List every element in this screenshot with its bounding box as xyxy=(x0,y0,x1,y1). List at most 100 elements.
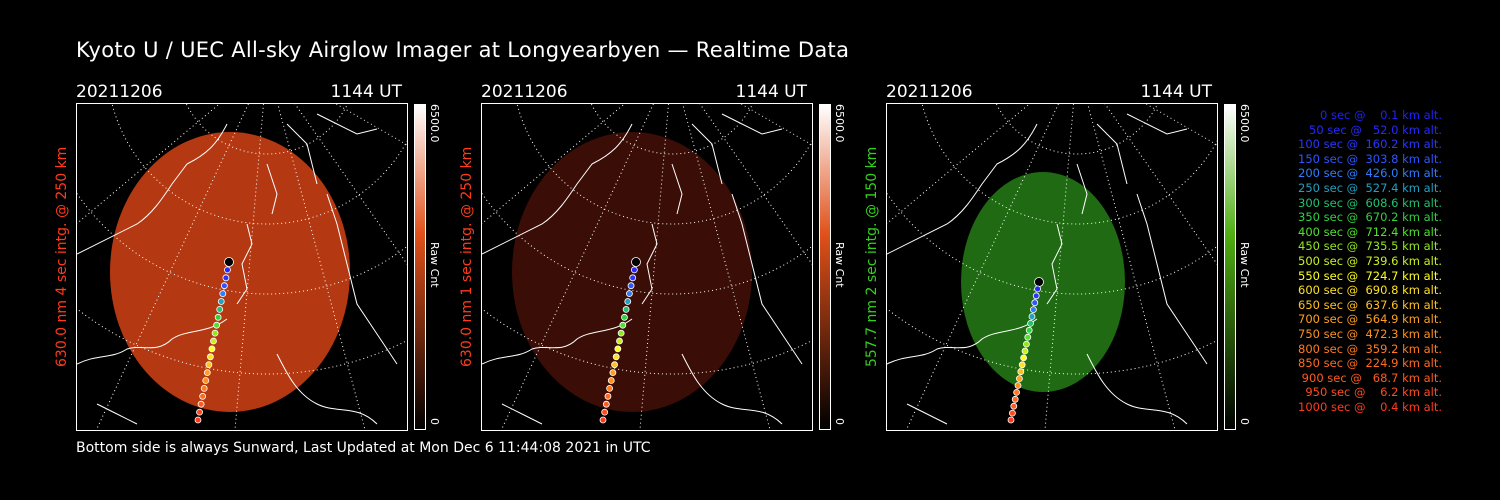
trajectory-dot xyxy=(205,361,213,369)
trajectory-dot xyxy=(219,290,227,298)
trajectory-dot xyxy=(197,400,205,408)
colorbar-min: 0 xyxy=(428,418,441,425)
legend-entry: 800 sec @ 359.2 km alt. xyxy=(1294,341,1442,356)
colorbar-max: 6500.0 xyxy=(428,104,441,143)
legend-entry: 400 sec @ 712.4 km alt. xyxy=(1294,224,1442,239)
trajectory-dot xyxy=(1028,313,1036,320)
colorbar-label: Raw Cnt xyxy=(833,242,846,288)
allsky-map xyxy=(887,104,1217,430)
trajectory-dot xyxy=(211,329,219,337)
colorbar-max: 6500.0 xyxy=(1238,104,1251,143)
trajectory-dot xyxy=(599,416,607,424)
legend-entry: 250 sec @ 527.4 km alt. xyxy=(1294,180,1442,195)
trajectory-dot xyxy=(1017,368,1025,376)
legend-entry: 1000 sec @ 0.4 km alt. xyxy=(1298,399,1442,414)
panel-date: 20211206 xyxy=(886,82,973,102)
legend-entry: 350 sec @ 670.2 km alt. xyxy=(1294,210,1442,225)
trajectory-dot xyxy=(1034,285,1042,293)
trajectory-dot xyxy=(1014,382,1022,389)
panel-date: 20211206 xyxy=(76,82,163,102)
trajectory-dot xyxy=(627,282,635,290)
trajectory-dot xyxy=(601,408,609,416)
trajectory-dot xyxy=(621,313,628,321)
coastline xyxy=(482,113,803,425)
trajectory-dot xyxy=(604,392,612,400)
allsky-image xyxy=(76,103,408,431)
legend-entry: 950 sec @ 6.2 km alt. xyxy=(1301,385,1442,400)
trajectory-dot xyxy=(200,384,208,392)
legend-entry: 200 sec @ 426.0 km alt. xyxy=(1294,166,1442,181)
colorbar-label: Raw Cnt xyxy=(428,242,441,288)
legend-entry: 50 sec @ 52.0 km alt. xyxy=(1301,122,1442,137)
legend-entry: 150 sec @ 303.8 km alt. xyxy=(1294,151,1442,166)
trajectory-dot xyxy=(214,313,222,321)
trajectory-dot xyxy=(202,377,210,384)
trajectory-dot xyxy=(1009,409,1016,417)
trajectory-dot xyxy=(624,298,632,305)
trajectory-dot xyxy=(217,298,225,305)
coastline xyxy=(77,113,398,425)
legend-entry: 500 sec @ 739.6 km alt. xyxy=(1294,253,1442,268)
legend-entry: 750 sec @ 472.3 km alt. xyxy=(1294,326,1442,341)
trajectory-dot xyxy=(220,282,228,290)
trajectory-dot xyxy=(631,257,641,267)
panel-ylabel: 557.7 nm 2 sec intg. @ 150 km xyxy=(864,146,880,367)
legend-entry: 650 sec @ 637.6 km alt. xyxy=(1294,297,1442,312)
trajectory-legend: 0 sec @ 0.1 km alt. 50 sec @ 52.0 km alt… xyxy=(1262,108,1442,414)
trajectory-dot xyxy=(1031,299,1039,307)
trajectory-dot xyxy=(1020,354,1028,362)
latitude-circle xyxy=(995,104,1159,155)
panel-time: 1144 UT xyxy=(1140,82,1213,102)
trajectory-dot xyxy=(1032,292,1040,300)
colorbar-min: 0 xyxy=(1238,418,1251,425)
trajectory-dot xyxy=(222,274,230,282)
trajectory-dot xyxy=(630,266,638,274)
trajectory-dot xyxy=(224,257,234,267)
page-title: Kyoto U / UEC All-sky Airglow Imager at … xyxy=(76,38,850,62)
colorbar-min: 0 xyxy=(833,418,846,425)
trajectory-dot xyxy=(224,266,231,274)
trajectory-dot xyxy=(606,384,613,392)
allsky-image xyxy=(481,103,813,431)
trajectory-dot xyxy=(629,274,637,282)
trajectory-dot xyxy=(1007,416,1015,424)
trajectory-dot xyxy=(216,305,224,313)
allsky-map xyxy=(482,104,812,430)
colorbar xyxy=(414,104,426,430)
trajectory-dot xyxy=(206,353,214,361)
colorbar-max: 6500.0 xyxy=(833,104,846,143)
trajectory-dot xyxy=(1015,375,1023,383)
legend-entry: 850 sec @ 224.9 km alt. xyxy=(1294,356,1442,371)
trajectory-dot xyxy=(622,305,630,313)
trajectory-dot xyxy=(602,400,610,408)
panel-time: 1144 UT xyxy=(735,82,808,102)
trajectory-dot xyxy=(203,369,211,377)
colorbar-label: Raw Cnt xyxy=(1238,242,1251,288)
trajectory-dot xyxy=(1024,333,1032,341)
legend-entry: 100 sec @ 160.2 km alt. xyxy=(1294,137,1442,152)
trajectory-dot xyxy=(611,361,618,369)
trajectory-dot xyxy=(617,329,625,337)
panel-date: 20211206 xyxy=(481,82,568,102)
allsky-image xyxy=(886,103,1218,431)
legend-entry: 600 sec @ 690.8 km alt. xyxy=(1294,283,1442,298)
colorbar xyxy=(819,104,831,430)
trajectory-dot xyxy=(199,392,207,400)
legend-entry: 0 sec @ 0.1 km alt. xyxy=(1309,108,1442,122)
trajectory-dot xyxy=(616,337,623,345)
trajectory-dot xyxy=(1022,340,1030,348)
trajectory-dot xyxy=(1029,306,1037,314)
trajectory-dot xyxy=(625,290,633,298)
trajectory-dot xyxy=(210,337,217,345)
allsky-map xyxy=(77,104,407,430)
trajectory-dot xyxy=(194,416,202,424)
trajectory-dot xyxy=(612,353,620,361)
trajectory-dot xyxy=(609,369,617,377)
trajectory-dot xyxy=(619,321,627,329)
trajectory-dot xyxy=(196,408,203,416)
trajectory-dot xyxy=(1034,277,1044,287)
trajectory-dot xyxy=(1021,347,1029,355)
colorbar xyxy=(1224,104,1236,430)
trajectory-dot xyxy=(607,377,615,384)
trajectory-dot xyxy=(1011,395,1019,403)
